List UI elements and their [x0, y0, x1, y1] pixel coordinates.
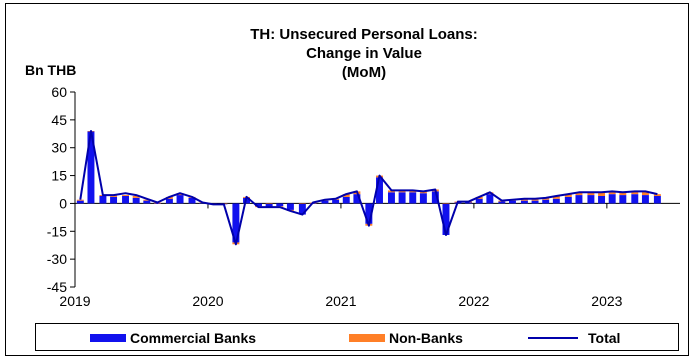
line-series-group	[79, 130, 658, 246]
chart-frame	[5, 3, 689, 356]
bar-non-banks	[631, 191, 639, 195]
x-tick-label: 2023	[591, 293, 622, 309]
bar-commercial-banks	[376, 177, 383, 204]
y-tick-label: 0	[59, 195, 67, 211]
bar-commercial-banks	[531, 200, 539, 204]
bar-non-banks	[575, 192, 583, 196]
bar-commercial-banks	[286, 203, 294, 210]
bar-non-banks	[587, 192, 595, 196]
x-tick-label: 2021	[325, 293, 356, 309]
bar-commercial-banks	[353, 194, 361, 204]
bar-non-banks	[342, 194, 350, 197]
bar-commercial-banks	[442, 203, 450, 235]
bar-non-banks	[143, 199, 151, 201]
y-axis: 60 45 30 15 0 -15 -30 -45	[47, 84, 76, 295]
bar-non-banks	[641, 191, 649, 196]
bar-commercial-banks	[176, 195, 184, 204]
chart-title-line-1: TH: Unsecured Personal Loans:	[250, 26, 478, 43]
y-tick-label: 30	[51, 140, 67, 156]
x-tick-label: 2020	[192, 293, 223, 309]
bar-commercial-banks	[255, 203, 262, 207]
x-tick-label: 2019	[59, 293, 90, 309]
bar-commercial-banks	[122, 196, 130, 204]
bar-commercial-banks	[188, 197, 196, 204]
bar-commercial-banks	[365, 203, 373, 224]
bar-commercial-banks	[564, 196, 572, 204]
bar-commercial-banks	[465, 202, 473, 204]
legend-label-total: Total	[588, 330, 620, 346]
bar-non-banks	[598, 192, 606, 196]
bar-commercial-banks	[475, 198, 483, 204]
bar-non-banks	[298, 203, 306, 204]
bar-commercial-banks	[110, 196, 118, 204]
bar-commercial-banks	[76, 200, 84, 204]
y-tick-label: -30	[47, 251, 67, 267]
bar-commercial-banks	[520, 200, 528, 204]
bar-non-banks	[132, 196, 140, 198]
y-tick-label: -15	[47, 223, 67, 239]
x-tick-label: 2022	[458, 293, 489, 309]
chart-title-line-2: Change in Value	[306, 45, 422, 62]
bar-non-banks	[608, 191, 616, 195]
bar-commercial-banks	[431, 191, 439, 204]
bar-commercial-banks	[409, 192, 417, 204]
bar-commercial-banks	[641, 195, 649, 204]
y-axis-unit-label: Bn THB	[25, 62, 76, 78]
bar-non-banks	[122, 195, 130, 196]
bar-non-banks	[76, 199, 84, 201]
bar-commercial-banks	[99, 196, 107, 204]
bar-non-banks	[442, 203, 450, 204]
line-total	[79, 130, 658, 246]
bar-non-banks	[653, 194, 661, 196]
bar-commercial-banks	[486, 194, 494, 204]
legend-label-non-banks: Non-Banks	[389, 330, 463, 346]
bar-commercial-banks	[387, 192, 395, 204]
bar-commercial-banks	[587, 195, 595, 204]
bar-commercial-banks	[342, 196, 350, 204]
bar-commercial-banks	[608, 194, 616, 204]
bar-commercial-banks	[631, 194, 639, 204]
legend: Commercial Banks Non-Banks Total	[35, 323, 679, 351]
legend-swatch-commercial-banks	[90, 334, 126, 342]
bar-non-banks	[564, 194, 572, 197]
bar-commercial-banks	[419, 193, 427, 204]
bar-commercial-banks	[132, 197, 140, 204]
bar-commercial-banks	[575, 195, 583, 204]
bar-commercial-banks	[498, 201, 506, 204]
y-tick-label: 60	[51, 84, 67, 100]
legend-label-commercial-banks: Commercial Banks	[130, 330, 256, 346]
bar-non-banks	[619, 192, 627, 196]
bar-commercial-banks	[321, 200, 329, 204]
bar-commercial-banks	[276, 203, 284, 207]
bar-commercial-banks	[598, 196, 606, 204]
bar-commercial-banks	[153, 203, 161, 204]
y-tick-label: 15	[51, 168, 67, 184]
bar-commercial-banks	[143, 200, 151, 204]
bar-commercial-banks	[653, 196, 661, 204]
y-tick-label: 45	[51, 112, 67, 128]
bar-commercial-banks	[508, 200, 516, 204]
bar-commercial-banks	[619, 195, 627, 204]
bar-commercial-banks	[265, 203, 273, 208]
bar-commercial-banks	[542, 199, 550, 204]
bar-commercial-banks	[332, 199, 340, 204]
chart-title-line-3: (MoM)	[342, 64, 386, 81]
bar-non-banks	[265, 203, 273, 204]
bar-commercial-banks	[87, 131, 95, 204]
legend-swatch-non-banks	[349, 334, 385, 342]
bar-commercial-banks	[552, 198, 560, 204]
bar-non-banks	[552, 196, 560, 199]
bar-commercial-banks	[232, 203, 240, 243]
bar-commercial-banks	[398, 192, 406, 204]
bar-commercial-banks	[298, 203, 306, 215]
bar-commercial-banks	[165, 198, 173, 204]
y-tick-label: -45	[47, 279, 67, 295]
